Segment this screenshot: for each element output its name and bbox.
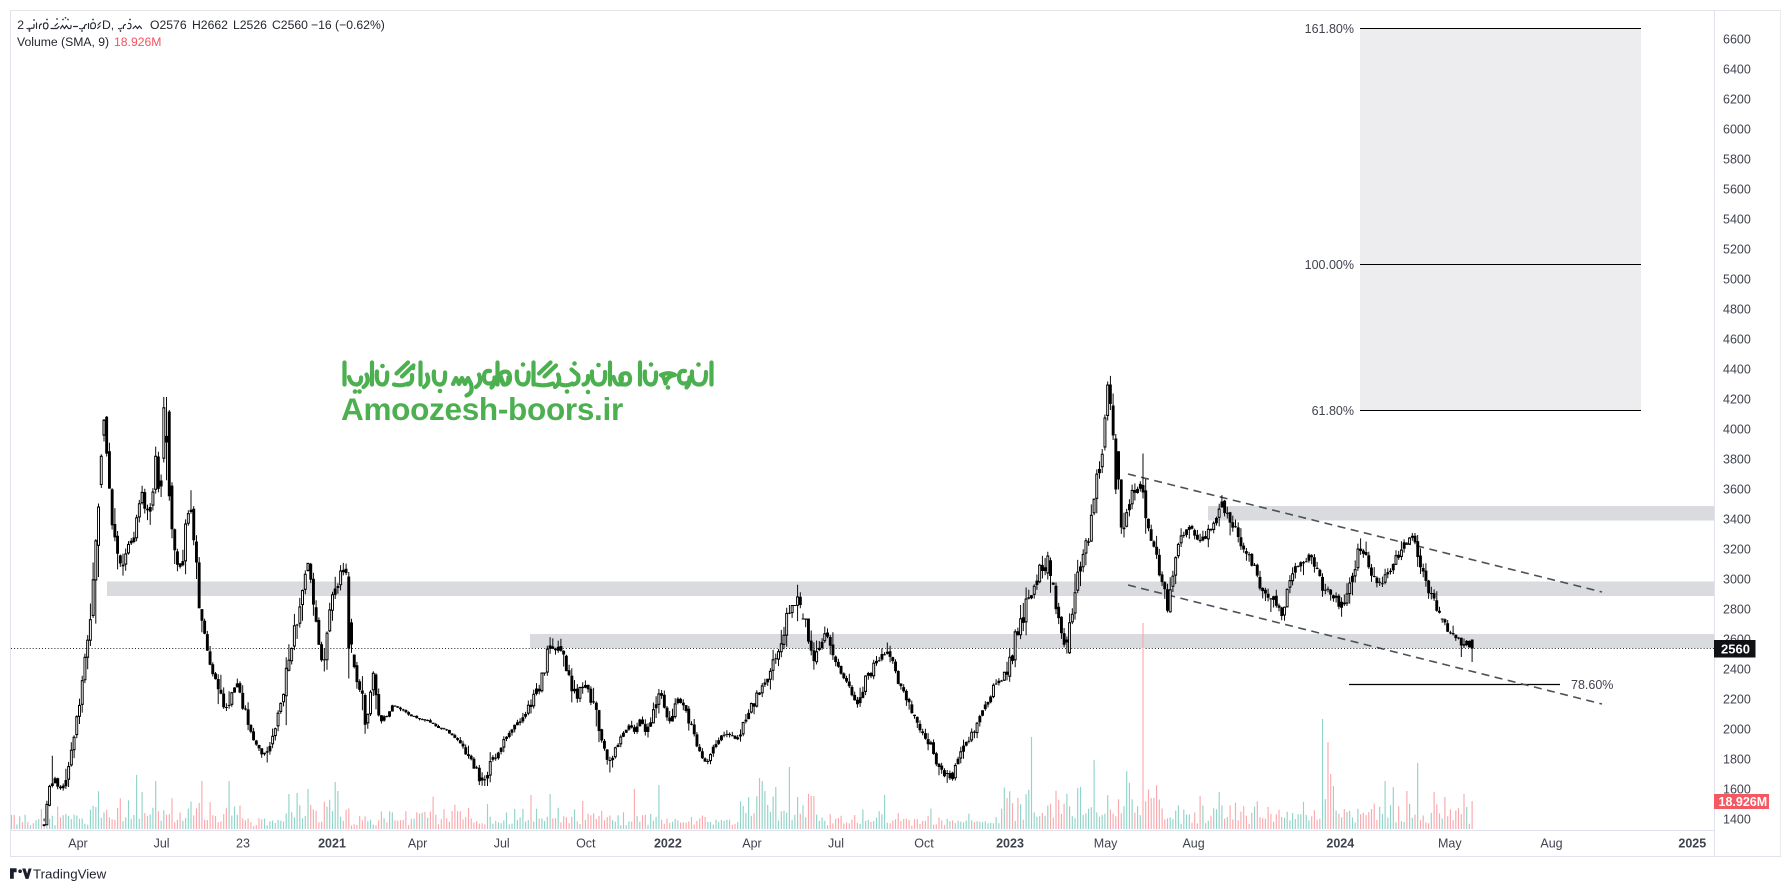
svg-text:Oct: Oct	[576, 837, 596, 851]
svg-text:−16 (−0.62%): −16 (−0.62%)	[311, 18, 385, 32]
svg-text:5000: 5000	[1723, 273, 1751, 287]
svg-text:Aug: Aug	[1182, 837, 1204, 851]
svg-text:2 ,: 2 ,	[17, 18, 31, 32]
svg-text:Apr: Apr	[742, 837, 761, 851]
svg-text:6600: 6600	[1723, 33, 1751, 47]
svg-text:4200: 4200	[1723, 393, 1751, 407]
svg-text:18.926M: 18.926M	[1719, 795, 1768, 809]
svg-text:2800: 2800	[1723, 603, 1751, 617]
svg-text:3200: 3200	[1723, 543, 1751, 557]
svg-text:18.926M: 18.926M	[114, 35, 161, 49]
svg-text:4000: 4000	[1723, 423, 1751, 437]
svg-text:May: May	[1094, 837, 1118, 851]
svg-text:78.60%: 78.60%	[1571, 678, 1613, 692]
svg-text:4400: 4400	[1723, 363, 1751, 377]
svg-text:2025: 2025	[1678, 837, 1706, 851]
svg-text:C2560: C2560	[272, 18, 308, 32]
svg-text:6400: 6400	[1723, 63, 1751, 77]
svg-text:1600: 1600	[1723, 783, 1751, 797]
svg-text:2200: 2200	[1723, 693, 1751, 707]
svg-text:TradingView: TradingView	[33, 867, 107, 882]
svg-text:Apr: Apr	[408, 837, 427, 851]
svg-text:5400: 5400	[1723, 213, 1751, 227]
svg-text:2023: 2023	[996, 837, 1024, 851]
svg-text:2022: 2022	[654, 837, 682, 851]
svg-text:23: 23	[236, 837, 250, 851]
svg-text:161.80%: 161.80%	[1305, 22, 1354, 36]
svg-text:Oct: Oct	[914, 837, 934, 851]
svg-text:4800: 4800	[1723, 303, 1751, 317]
svg-text:5200: 5200	[1723, 243, 1751, 257]
svg-text:61.80%: 61.80%	[1312, 404, 1354, 418]
svg-text:2021: 2021	[318, 837, 346, 851]
svg-text:5600: 5600	[1723, 183, 1751, 197]
svg-text:3800: 3800	[1723, 453, 1751, 467]
svg-text:1800: 1800	[1723, 753, 1751, 767]
svg-text:H2662: H2662	[192, 18, 228, 32]
svg-text:3000: 3000	[1723, 573, 1751, 587]
svg-text:3600: 3600	[1723, 483, 1751, 497]
svg-text:Amoozesh-boors.ir: Amoozesh-boors.ir	[341, 391, 623, 427]
svg-text:Volume (SMA, 9): Volume (SMA, 9)	[17, 35, 109, 49]
svg-text:May: May	[1438, 837, 1462, 851]
svg-text:2000: 2000	[1723, 723, 1751, 737]
svg-text:2024: 2024	[1326, 837, 1354, 851]
svg-text:6200: 6200	[1723, 93, 1751, 107]
svg-text:4600: 4600	[1723, 333, 1751, 347]
svg-text:Jul: Jul	[828, 837, 844, 851]
svg-text:2560: 2560	[1721, 642, 1750, 657]
svg-text:L2526: L2526	[233, 18, 267, 32]
svg-text:Jul: Jul	[154, 837, 170, 851]
svg-text:2400: 2400	[1723, 663, 1751, 677]
svg-text:1400: 1400	[1723, 813, 1751, 827]
svg-text:6000: 6000	[1723, 123, 1751, 137]
svg-text:Aug: Aug	[1540, 837, 1562, 851]
svg-text:Apr: Apr	[68, 837, 87, 851]
svg-text:D,: D,	[102, 18, 114, 32]
svg-text:Jul: Jul	[494, 837, 510, 851]
svg-text:100.00%: 100.00%	[1305, 258, 1354, 272]
svg-text:O2576: O2576	[150, 18, 187, 32]
svg-text:3400: 3400	[1723, 513, 1751, 527]
svg-text:5800: 5800	[1723, 153, 1751, 167]
